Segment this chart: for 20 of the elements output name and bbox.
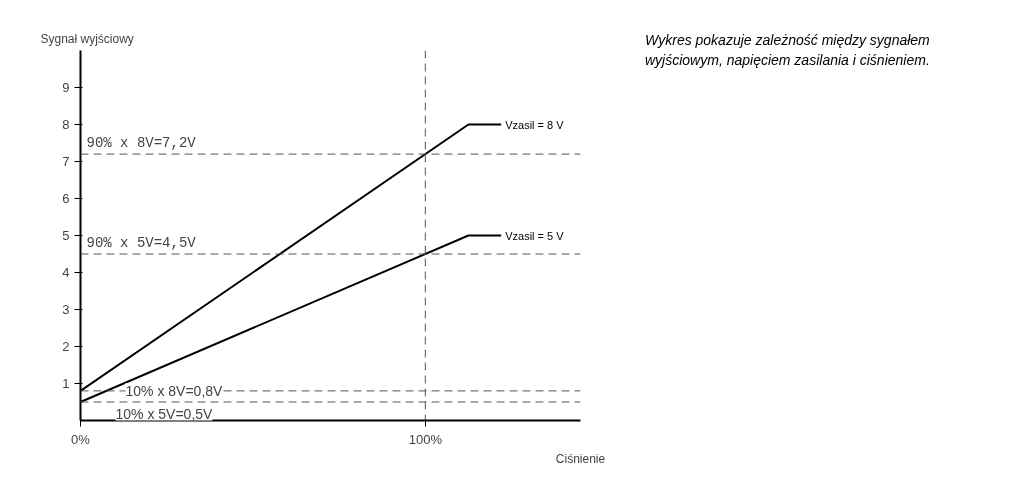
- series-label: Vzasil = 8 V: [505, 118, 565, 131]
- series-label: Vzasil = 5 V: [505, 229, 565, 242]
- text: Wykres pokazuje zależność między sygnałem wyjściowym, napięciem zasilania i ciśnieniem.: [645, 31, 931, 70]
- y-tick-label: 2: [62, 339, 70, 354]
- ref-line-label: 10% x 8V=0,8V: [125, 382, 224, 399]
- y-tick-label: 7: [62, 154, 70, 169]
- x-axis-title: Ciśnienie: [555, 451, 606, 466]
- y-tick-label: 8: [62, 117, 70, 132]
- x-tick-label: 0%: [71, 431, 91, 447]
- y-tick-label: 4: [62, 265, 70, 280]
- y-tick-label: 1: [62, 376, 70, 391]
- y-tick-label: 6: [62, 191, 70, 206]
- ref-line-label: 10% x 5V=0,5V: [115, 406, 214, 422]
- x-tick-label: 100%: [408, 431, 443, 447]
- ref-line-label: 90% x 5V=4,5V: [86, 235, 197, 251]
- y-tick-label: 5: [62, 228, 70, 243]
- y-axis-title: Sygnał wyjściowy: [40, 31, 134, 46]
- ref-line-label: 90% x 8V=7,2V: [86, 135, 197, 152]
- y-tick-label: 3: [62, 302, 70, 317]
- y-tick-label: 9: [62, 80, 70, 95]
